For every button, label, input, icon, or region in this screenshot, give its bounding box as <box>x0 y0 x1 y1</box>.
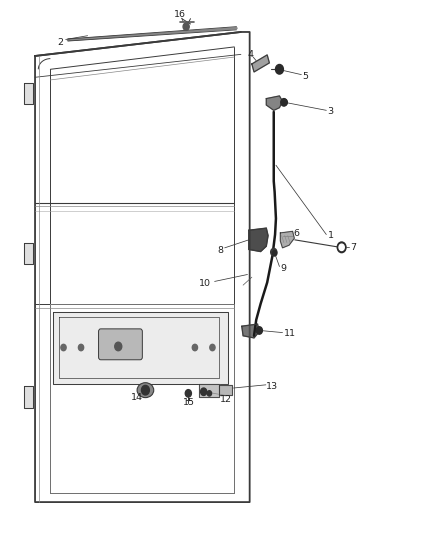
Polygon shape <box>24 386 33 408</box>
Circle shape <box>282 99 287 106</box>
Circle shape <box>256 327 262 334</box>
Polygon shape <box>242 324 259 338</box>
FancyBboxPatch shape <box>99 329 142 360</box>
Polygon shape <box>266 96 283 110</box>
Circle shape <box>207 391 212 396</box>
Text: 6: 6 <box>293 229 300 238</box>
Circle shape <box>185 390 191 397</box>
Circle shape <box>278 67 283 73</box>
Circle shape <box>78 344 84 351</box>
Circle shape <box>339 244 344 251</box>
Polygon shape <box>24 83 33 104</box>
Polygon shape <box>24 243 33 264</box>
Circle shape <box>141 385 149 395</box>
Circle shape <box>61 344 66 351</box>
Polygon shape <box>252 55 269 72</box>
Circle shape <box>210 344 215 351</box>
Text: 7: 7 <box>350 244 357 252</box>
Text: 4: 4 <box>247 51 254 59</box>
Text: 10: 10 <box>199 279 211 288</box>
Text: 12: 12 <box>220 395 232 404</box>
Text: 15: 15 <box>183 398 195 407</box>
Circle shape <box>272 251 277 256</box>
Circle shape <box>192 344 198 351</box>
Text: 1: 1 <box>328 231 334 240</box>
Polygon shape <box>280 231 294 248</box>
Text: 11: 11 <box>284 329 296 338</box>
Circle shape <box>281 99 287 106</box>
Circle shape <box>337 242 346 253</box>
Text: 16: 16 <box>174 11 186 19</box>
Polygon shape <box>53 312 228 384</box>
Circle shape <box>115 342 122 351</box>
Polygon shape <box>249 228 268 252</box>
Polygon shape <box>219 385 232 395</box>
Text: 14: 14 <box>131 393 143 401</box>
Circle shape <box>258 328 262 333</box>
Text: 3: 3 <box>328 107 334 116</box>
Circle shape <box>276 64 283 74</box>
Text: 5: 5 <box>302 72 308 80</box>
Text: 2: 2 <box>57 38 63 47</box>
Circle shape <box>201 388 207 395</box>
Polygon shape <box>199 384 219 397</box>
Circle shape <box>271 248 277 256</box>
Ellipse shape <box>137 383 154 398</box>
Text: 13: 13 <box>266 383 279 391</box>
Text: 9: 9 <box>280 264 286 272</box>
Circle shape <box>183 23 189 30</box>
Text: 8: 8 <box>218 246 224 255</box>
